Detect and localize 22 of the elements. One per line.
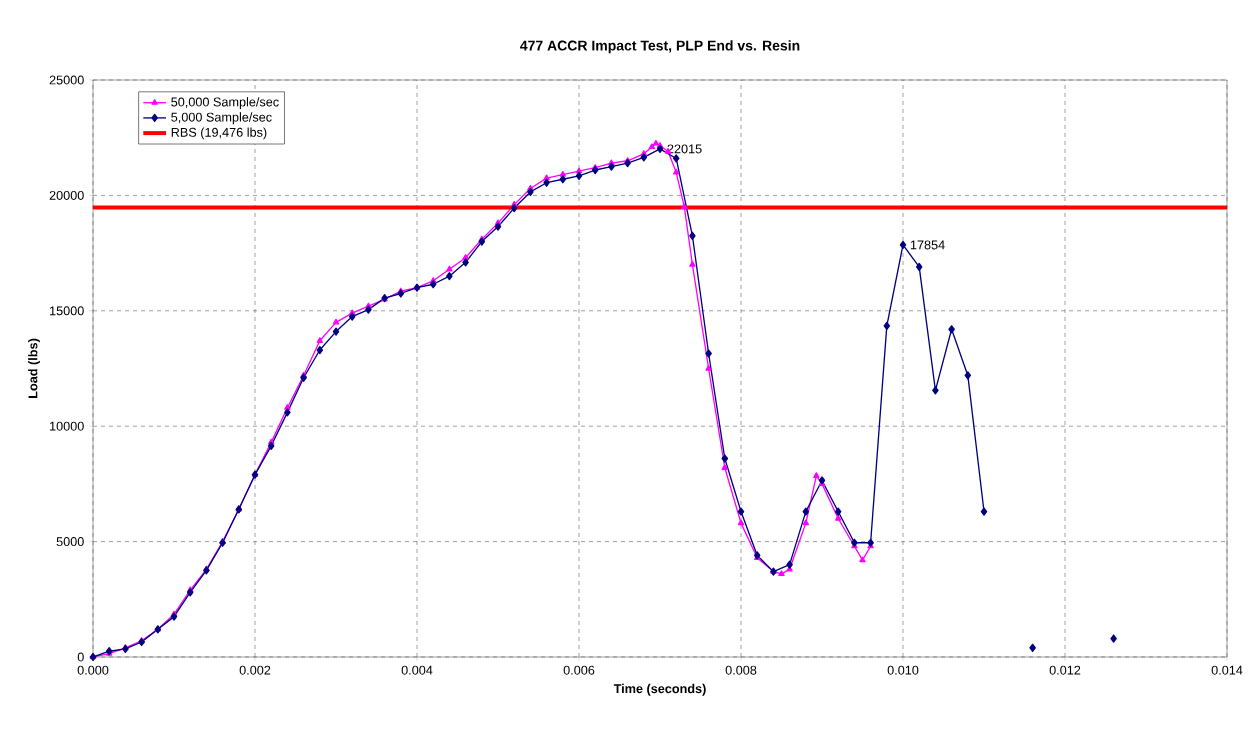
legend-label: RBS (19,476 lbs) xyxy=(171,127,267,140)
x-tick-label: 0.000 xyxy=(77,665,109,675)
x-axis-title: Time (seconds) xyxy=(613,683,706,696)
chart-title: 477 ACCR Impact Test, PLP End vs. Resin xyxy=(520,40,800,54)
y-tick-label: 25000 xyxy=(49,75,84,85)
x-tick-label: 0.006 xyxy=(563,665,595,675)
y-tick-label: 10000 xyxy=(50,421,84,431)
annotation: 22015 xyxy=(667,144,702,154)
y-tick-label: 5000 xyxy=(56,537,84,547)
x-tick-label: 0.002 xyxy=(239,665,271,675)
x-tick-label: 0.014 xyxy=(1211,665,1243,675)
legend-label: 50,000 Sample/sec xyxy=(171,97,279,109)
legend-label: 5,000 Sample/sec xyxy=(171,112,272,125)
y-axis-title: Load (lbs) xyxy=(28,338,40,398)
x-tick-label: 0.004 xyxy=(401,665,433,675)
x-tick-label: 0.008 xyxy=(725,665,757,675)
x-tick-label: 0.010 xyxy=(887,665,919,675)
x-tick-label: 0.012 xyxy=(1049,665,1081,675)
annotation: 17854 xyxy=(910,240,945,250)
y-tick-label: 0 xyxy=(77,652,84,662)
y-tick-label: 20000 xyxy=(49,190,84,200)
y-tick-label: 15000 xyxy=(50,306,84,316)
